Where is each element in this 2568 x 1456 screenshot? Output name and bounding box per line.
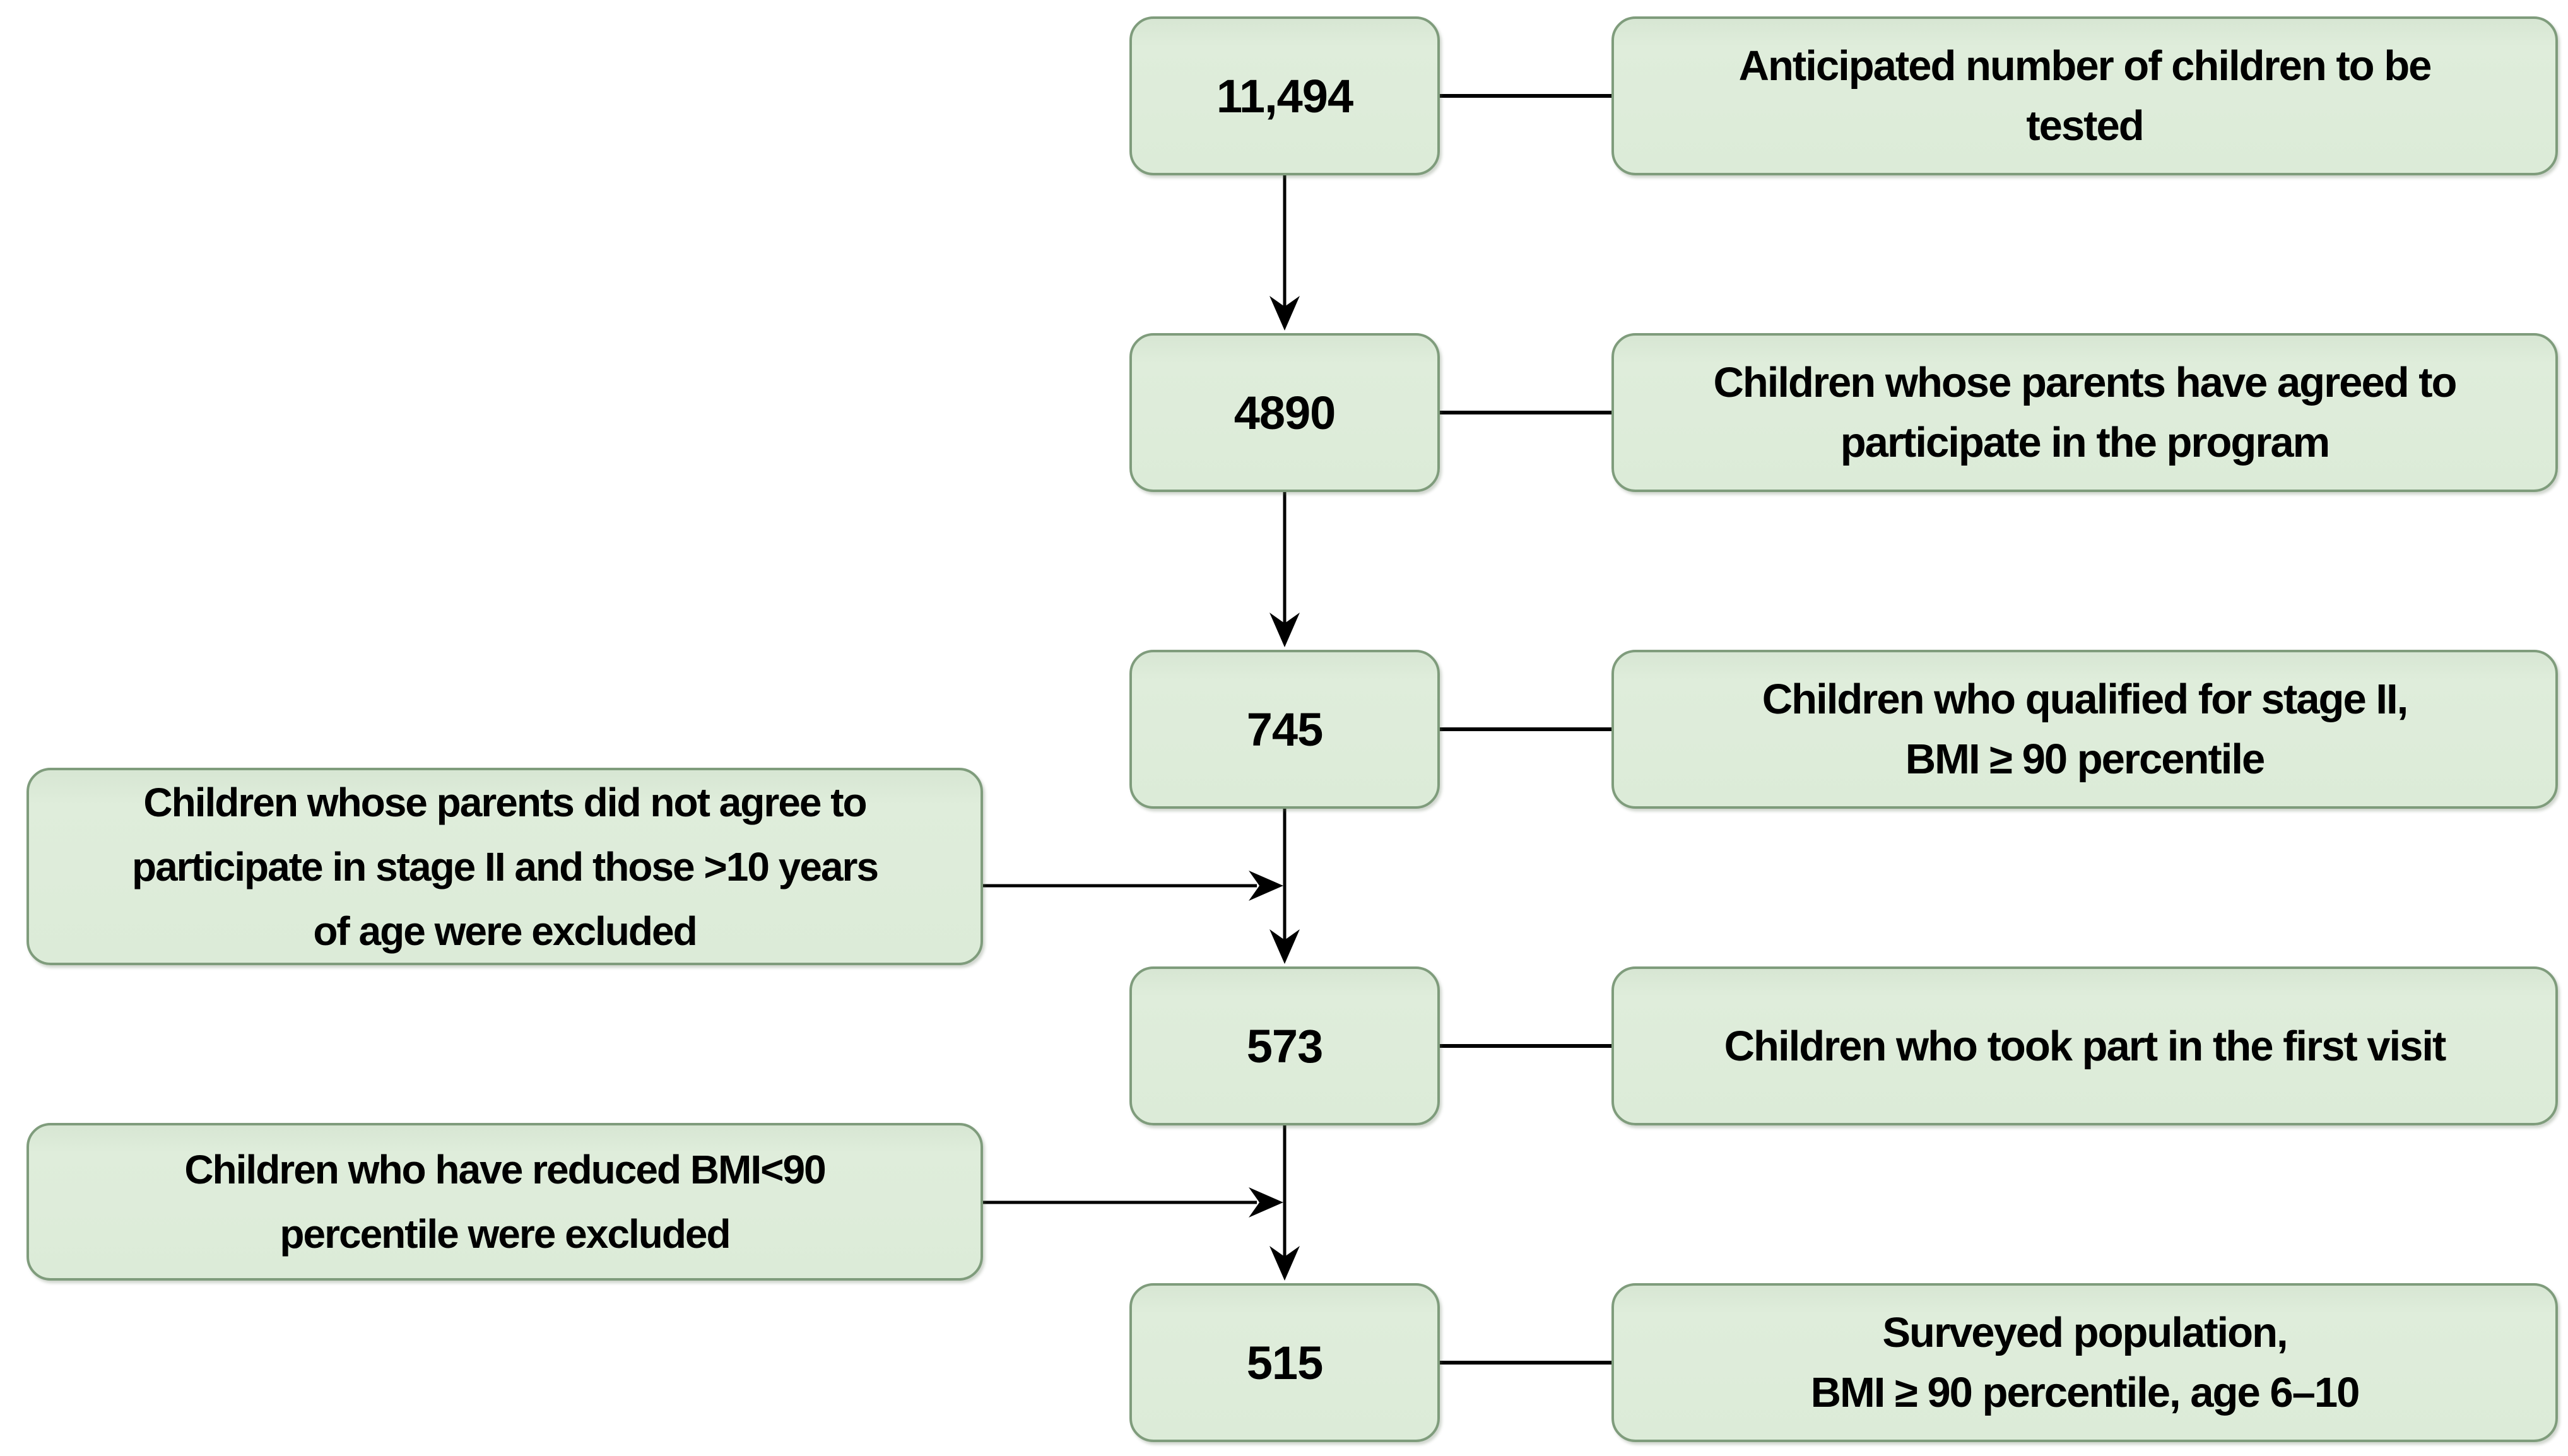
description-step1: Anticipated number of children to be tes…	[1738, 42, 2432, 150]
count-box-step1: 11,494	[1129, 16, 1440, 175]
count-box-step3: 745	[1129, 650, 1440, 809]
arrow-step1-to-step2	[1269, 175, 1300, 331]
count-step3: 745	[1246, 703, 1323, 756]
arrow-step4-to-step5	[1269, 1125, 1300, 1281]
exclusion-box-2: Children who have reduced BMI<90 percent…	[27, 1123, 983, 1281]
arrow-step2-to-step3	[1269, 492, 1300, 647]
count-step1: 11,494	[1216, 69, 1353, 122]
description-step4: Children who took part in the first visi…	[1724, 1022, 2447, 1070]
description-box-step3: Children who qualified for stage II, BMI…	[1611, 650, 2558, 809]
exclusion-text-2: Children who have reduced BMI<90 percent…	[184, 1147, 826, 1257]
count-step5: 515	[1246, 1336, 1323, 1389]
count-step4: 573	[1246, 1019, 1323, 1072]
count-box-step2: 4890	[1129, 333, 1440, 492]
description-box-step2: Children whose parents have agreed to pa…	[1611, 333, 2558, 492]
count-box-step5: 515	[1129, 1283, 1440, 1442]
description-box-step4: Children who took part in the first visi…	[1611, 966, 2558, 1125]
description-box-step1: Anticipated number of children to be tes…	[1611, 16, 2558, 175]
arrow-step3-to-step4	[1269, 809, 1300, 964]
arrowhead-down-icon	[1269, 929, 1300, 964]
arrowhead-right-icon	[1249, 871, 1283, 901]
count-step2: 4890	[1234, 386, 1336, 439]
exclusion-box-1: Children whose parents did not agree to …	[27, 768, 983, 965]
arrow-exclusion-2	[983, 1187, 1283, 1218]
arrowhead-down-icon	[1269, 1246, 1300, 1281]
arrowhead-down-icon	[1269, 613, 1300, 647]
count-box-step4: 573	[1129, 966, 1440, 1125]
description-step5: Surveyed population, BMI ≥ 90 percentile…	[1810, 1309, 2360, 1416]
exclusion-text-1: Children whose parents did not agree to …	[131, 779, 879, 954]
arrowhead-right-icon	[1249, 1187, 1283, 1218]
arrow-exclusion-1	[983, 871, 1283, 901]
description-step2: Children whose parents have agreed to pa…	[1713, 359, 2458, 466]
arrowhead-down-icon	[1269, 296, 1300, 331]
description-step3: Children who qualified for stage II, BMI…	[1762, 676, 2408, 783]
description-box-step5: Surveyed population, BMI ≥ 90 percentile…	[1611, 1283, 2558, 1442]
